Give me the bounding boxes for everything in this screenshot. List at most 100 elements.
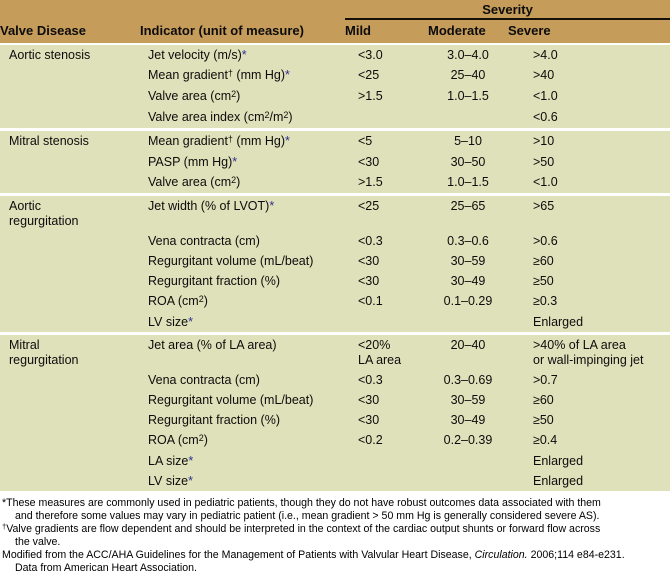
moderate-cell: 30–59 bbox=[428, 390, 508, 410]
indicator-cell: Vena contracta (cm) bbox=[140, 231, 345, 251]
footnotes: *These measures are commonly used in ped… bbox=[0, 491, 670, 575]
moderate-cell: 30–50 bbox=[428, 152, 508, 172]
valve-disease-severity-table: Severity Valve Disease Indicator (unit o… bbox=[0, 0, 670, 491]
superscript: 2 bbox=[231, 88, 237, 99]
indicator-cell: Vena contracta (cm) bbox=[140, 370, 345, 390]
severe-cell: >0.7 bbox=[508, 370, 670, 390]
severe-cell: >65 bbox=[508, 193, 670, 231]
table-row: LV size* Enlarged bbox=[0, 471, 670, 491]
text-segment: ROA (cm bbox=[148, 433, 199, 447]
column-header-row: Valve Disease Indicator (unit of measure… bbox=[0, 19, 670, 44]
table-row: Aortic stenosis Jet velocity (m/s)* <3.0 3.… bbox=[0, 43, 670, 65]
table-row: Mean gradient† (mm Hg)* <25 25–40 >40 bbox=[0, 65, 670, 86]
indicator-cell: LA size* bbox=[140, 451, 345, 471]
text-segment: Regurgitant volume (mL/beat) bbox=[148, 393, 314, 407]
mild-cell: >1.5 bbox=[345, 172, 428, 195]
moderate-cell: 20–40 bbox=[428, 332, 508, 370]
mild-cell bbox=[345, 107, 428, 130]
moderate-cell: 30–49 bbox=[428, 271, 508, 291]
text-segment: /m bbox=[269, 110, 284, 124]
superscript: 2 bbox=[283, 109, 289, 120]
severe-cell: Enlarged bbox=[508, 312, 670, 334]
mild-cell: <30 bbox=[345, 251, 428, 271]
moderate-cell: 30–59 bbox=[428, 251, 508, 271]
footnote-star-marker: * bbox=[269, 199, 275, 213]
moderate-cell: 1.0–1.5 bbox=[428, 172, 508, 195]
severe-cell: ≥0.3 bbox=[508, 291, 670, 312]
table-row: ROA (cm2) <0.1 0.1–0.29 ≥0.3 bbox=[0, 291, 670, 312]
moderate-cell: 0.3–0.69 bbox=[428, 370, 508, 390]
indicator-cell: ROA (cm2) bbox=[140, 430, 345, 451]
disease-cell bbox=[0, 271, 140, 291]
moderate-cell bbox=[428, 107, 508, 130]
text-segment: ) bbox=[203, 294, 208, 308]
moderate-cell bbox=[428, 471, 508, 491]
text-segment: Regurgitant volume (mL/beat) bbox=[148, 254, 314, 268]
table-row: Regurgitant volume (mL/beat) <30 30–59 ≥60 bbox=[0, 251, 670, 271]
text-segment: Jet width (% of LVOT) bbox=[148, 199, 270, 213]
severe-cell: >0.6 bbox=[508, 231, 670, 251]
text-segment: ROA (cm bbox=[148, 294, 199, 308]
moderate-cell: 5–10 bbox=[428, 128, 508, 152]
mild-cell: <0.3 bbox=[345, 370, 428, 390]
text-segment: Valve area (cm bbox=[148, 175, 232, 189]
superscript: 2 bbox=[198, 432, 204, 443]
text-segment: Regurgitant fraction (%) bbox=[148, 274, 281, 288]
mild-cell: <30 bbox=[345, 152, 428, 172]
severe-cell: >4.0 bbox=[508, 43, 670, 65]
indicator-cell: Regurgitant fraction (%) bbox=[140, 271, 345, 291]
text-segment: Vena contracta (cm) bbox=[148, 234, 260, 248]
text-segment: Valve gradients are flow dependent and s… bbox=[6, 523, 601, 548]
disease-cell: Mitral stenosis bbox=[0, 128, 140, 152]
severity-header-label: Severity bbox=[345, 0, 670, 20]
mild-cell: <0.3 bbox=[345, 231, 428, 251]
table-row: Valve area (cm2) >1.5 1.0–1.5 <1.0 bbox=[0, 172, 670, 195]
text-segment: ) bbox=[203, 433, 208, 447]
indicator-cell: Jet velocity (m/s)* bbox=[140, 43, 345, 65]
mild-cell: <0.1 bbox=[345, 291, 428, 312]
footnote: *These measures are commonly used in ped… bbox=[2, 497, 667, 523]
superscript: † bbox=[2, 522, 7, 532]
moderate-cell: 25–65 bbox=[428, 193, 508, 231]
moderate-cell: 0.3–0.6 bbox=[428, 231, 508, 251]
mild-cell: <3.0 bbox=[345, 43, 428, 65]
indicator-cell: Mean gradient† (mm Hg)* bbox=[140, 128, 345, 152]
column-header-moderate: Moderate bbox=[428, 19, 508, 44]
disease-cell bbox=[0, 312, 140, 334]
superscript: † bbox=[227, 67, 233, 78]
disease-cell bbox=[0, 65, 140, 86]
indicator-cell: Valve area index (cm2/m2) bbox=[140, 107, 345, 130]
indicator-cell: Regurgitant volume (mL/beat) bbox=[140, 251, 345, 271]
severe-cell: ≥60 bbox=[508, 390, 670, 410]
mild-cell: <20% LA area bbox=[345, 332, 428, 370]
footnote-star-marker: * bbox=[188, 315, 193, 329]
disease-cell bbox=[0, 251, 140, 271]
table-row: LA size* Enlarged bbox=[0, 451, 670, 471]
moderate-cell: 0.1–0.29 bbox=[428, 291, 508, 312]
column-header-mild: Mild bbox=[345, 19, 428, 44]
disease-cell: Aortic regurgitation bbox=[0, 193, 140, 231]
mild-cell: <30 bbox=[345, 410, 428, 430]
severe-cell: Enlarged bbox=[508, 471, 670, 491]
text-segment: Valve area (cm bbox=[148, 89, 232, 103]
moderate-cell: 25–40 bbox=[428, 65, 508, 86]
table-row: Mitral stenosis Mean gradient† (mm Hg)* <5… bbox=[0, 128, 670, 152]
indicator-cell: LV size* bbox=[140, 312, 345, 334]
disease-cell: Aortic stenosis bbox=[0, 43, 140, 65]
column-header-valve-disease: Valve Disease bbox=[0, 19, 140, 44]
indicator-cell: LV size* bbox=[140, 471, 345, 491]
text-segment: Mean gradient bbox=[148, 134, 228, 148]
severity-header-row: Severity bbox=[0, 0, 670, 20]
disease-cell bbox=[0, 451, 140, 471]
indicator-cell: PASP (mm Hg)* bbox=[140, 152, 345, 172]
indicator-cell: ROA (cm2) bbox=[140, 291, 345, 312]
severity-header-spacer bbox=[0, 0, 345, 19]
mild-cell bbox=[345, 312, 428, 334]
footnote-star-marker: * bbox=[285, 134, 290, 148]
mild-cell: <25 bbox=[345, 65, 428, 86]
disease-cell bbox=[0, 291, 140, 312]
indicator-cell: Jet width (% of LVOT)* bbox=[140, 193, 345, 231]
mild-cell: >1.5 bbox=[345, 86, 428, 107]
footnote-star-marker: * bbox=[241, 48, 247, 62]
footnote-star-marker: * bbox=[188, 454, 194, 468]
